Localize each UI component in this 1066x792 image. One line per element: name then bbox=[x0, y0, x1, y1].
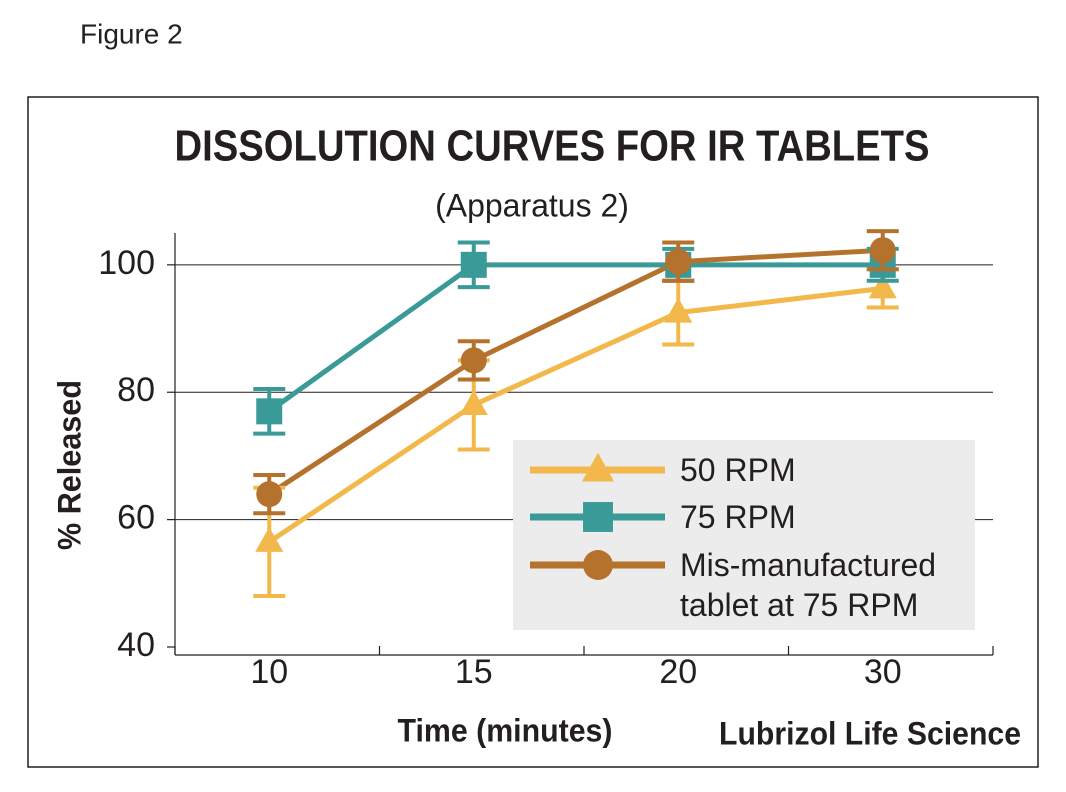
series-line bbox=[267, 285, 884, 544]
y-axis-title: % Released bbox=[51, 380, 87, 550]
marker bbox=[665, 248, 692, 275]
marker bbox=[256, 398, 283, 425]
y-tick-label: 60 bbox=[117, 499, 155, 537]
x-tick-label: 10 bbox=[250, 653, 288, 691]
chart-subtitle: (Apparatus 2) bbox=[435, 187, 629, 223]
series-line bbox=[267, 262, 883, 414]
y-tick-label: 100 bbox=[98, 244, 155, 282]
source: Lubrizol Life Science bbox=[719, 715, 1021, 751]
legend-label: 50 RPM bbox=[680, 452, 796, 488]
marker bbox=[868, 273, 897, 299]
marker bbox=[869, 237, 896, 264]
legend: 50 RPM 75 RPM Mis-manufactured tablet at 7… bbox=[513, 440, 975, 630]
y-tick-label: 40 bbox=[117, 626, 155, 664]
marker bbox=[256, 481, 283, 508]
marker bbox=[459, 389, 488, 415]
legend-swatch bbox=[530, 502, 665, 532]
x-axis-title: Time (minutes) bbox=[398, 712, 613, 748]
x-tick-label: 15 bbox=[455, 653, 493, 691]
marker bbox=[460, 347, 487, 374]
y-tick-label: 80 bbox=[117, 371, 155, 409]
frame bbox=[27, 96, 1039, 768]
marker bbox=[460, 251, 487, 278]
figure-label: Figure 2 bbox=[80, 18, 183, 49]
marker bbox=[583, 502, 613, 532]
legend-swatch bbox=[530, 452, 665, 482]
x-tick-label: 20 bbox=[659, 653, 697, 691]
marker bbox=[255, 526, 284, 552]
legend-label: 75 RPM bbox=[680, 499, 796, 535]
series-line bbox=[267, 247, 883, 497]
marker bbox=[581, 452, 615, 482]
marker bbox=[664, 297, 693, 323]
legend-swatch bbox=[530, 550, 665, 580]
legend-label: Mis-manufactured tablet at 75 RPM bbox=[680, 547, 937, 623]
marker bbox=[583, 550, 613, 580]
x-tick-label: 30 bbox=[864, 653, 902, 691]
chart-title: DISSOLUTION CURVES FOR IR TABLETS bbox=[175, 122, 930, 171]
